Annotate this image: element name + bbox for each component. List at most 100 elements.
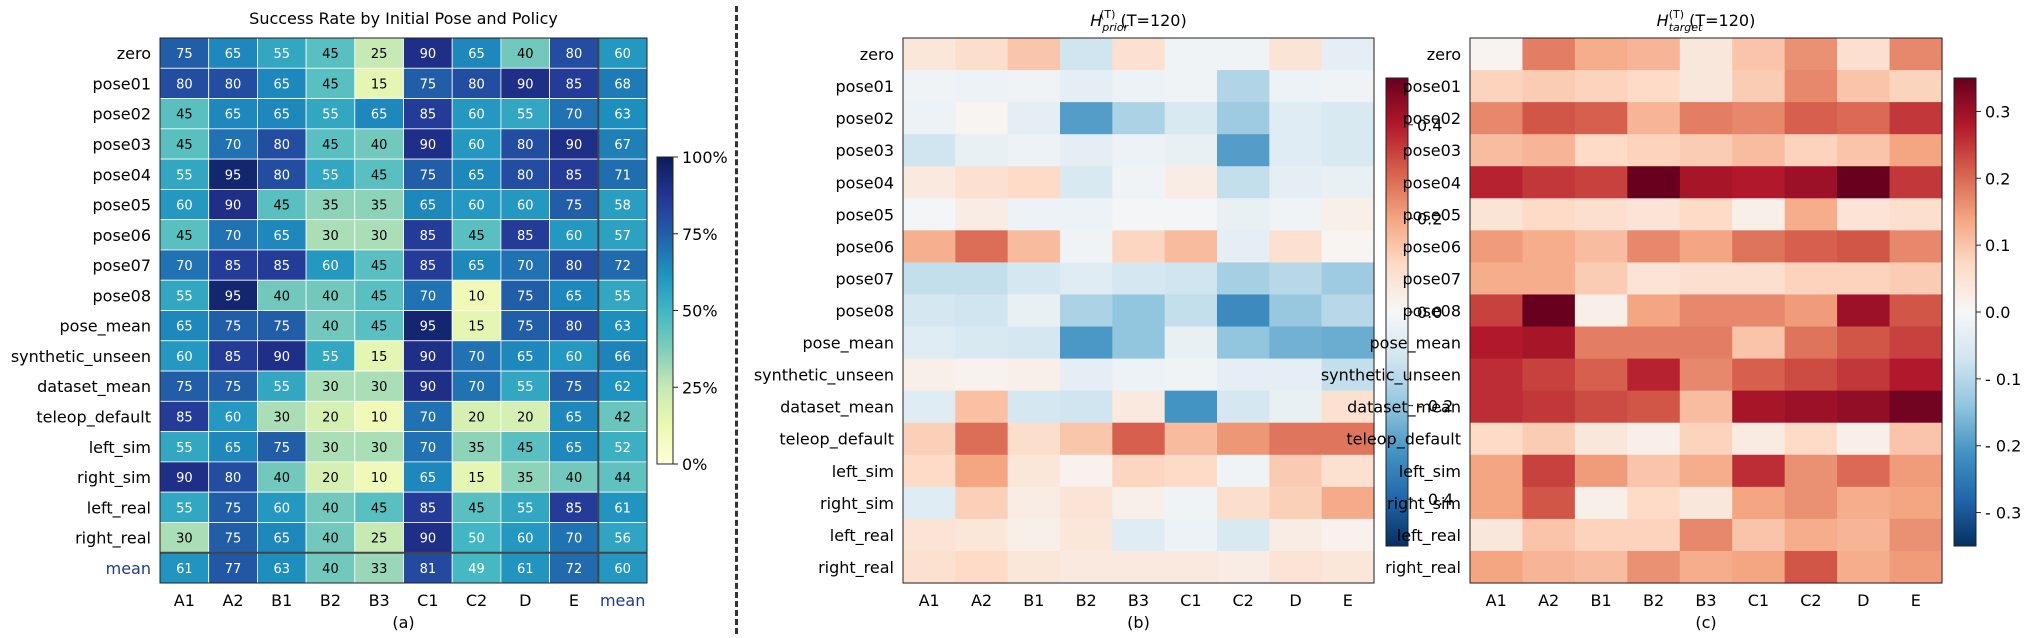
cell-value-label: 85 xyxy=(420,501,437,516)
x-tick-label-e: E xyxy=(569,591,579,610)
heatmap-3-cell-pose08-a1 xyxy=(1470,294,1524,328)
heatmap-1-cell-right-real-a2 xyxy=(208,522,258,554)
heatmap-3-cell-pose04-c1 xyxy=(1732,166,1786,199)
heatmap-2-cell-pose08-e xyxy=(1321,294,1375,328)
cell-value-label: 40 xyxy=(273,471,290,486)
heatmap-1-frame xyxy=(159,37,648,584)
cell-value-label: 90 xyxy=(420,350,437,365)
cell-value-label: 85 xyxy=(273,259,290,274)
heatmap-2-cell-right-sim-b1 xyxy=(1007,486,1061,520)
heatmap-2-cell-pose08-a2 xyxy=(955,294,1009,328)
heatmap-3-cell-pose-mean-a1 xyxy=(1470,326,1524,360)
cell-value-label: 80 xyxy=(225,471,242,486)
cell-value-label: 20 xyxy=(322,471,339,486)
heatmap-3-cell-teleop-default-b2 xyxy=(1627,422,1681,456)
cell-value-label: 81 xyxy=(420,562,437,577)
heatmap-2-cell-pose02-b1 xyxy=(1007,102,1061,135)
y-tick-label-teleop-default: teleop_default xyxy=(36,407,151,427)
title-superscript: (T) xyxy=(1100,8,1115,21)
cell-value-label: 40 xyxy=(517,47,534,62)
cell-value-label: 10 xyxy=(371,410,388,425)
cell-value-label: 62 xyxy=(614,380,631,395)
cell-value-label: 45 xyxy=(322,138,339,153)
cell-value-label: 65 xyxy=(273,229,290,244)
heatmap-2-cell-zero-c1 xyxy=(1164,38,1218,71)
cell-value-label: 70 xyxy=(420,410,437,425)
cell-value-label: 60 xyxy=(176,199,193,214)
heatmap-2-cell-pose02-d xyxy=(1269,102,1323,135)
cell-value-label: 40 xyxy=(322,320,339,335)
heatmap-2-cell-synthetic-unseen-a1 xyxy=(903,358,956,392)
cell-value-label: 55 xyxy=(176,168,193,183)
colorbar-tick-label: 75% xyxy=(682,225,718,244)
heatmap-3-cell-right-sim-a1 xyxy=(1470,486,1524,520)
cell-value-label: 55 xyxy=(517,380,534,395)
heatmap-2-cell-pose07-b1 xyxy=(1007,262,1061,296)
heatmap-3-cell-left-real-d xyxy=(1837,518,1891,552)
heatmap-3-cell-pose03-d xyxy=(1837,134,1891,167)
cell-value-label: 85 xyxy=(420,259,437,274)
heatmap-3-cell-pose04-b2 xyxy=(1627,166,1681,199)
cell-value-label: 55 xyxy=(614,289,631,304)
heatmap-2-cell-pose04-e xyxy=(1321,166,1375,199)
heatmap-1-cell-left-sim-d xyxy=(500,431,550,463)
heatmap-1-cell-pose05-d xyxy=(500,188,550,221)
cell-value-label: 67 xyxy=(614,138,631,153)
cell-value-label: 58 xyxy=(614,199,631,214)
heatmap-1-cell-pose03-a2 xyxy=(208,128,258,160)
cell-value-label: 45 xyxy=(322,77,339,92)
cell-value-label: 80 xyxy=(566,47,583,62)
heatmap-3-cell-zero-c1 xyxy=(1732,38,1786,71)
heatmap-3-cell-zero-d xyxy=(1837,38,1891,71)
y-tick-label-right-sim: right_sim xyxy=(1387,494,1461,514)
heatmap-2-cell-synthetic-unseen-b3 xyxy=(1112,358,1166,392)
y-tick-label-pose06: pose06 xyxy=(836,237,894,256)
heatmap-1-cell-synthetic-unseen-c2 xyxy=(451,340,502,372)
x-tick-label-e: E xyxy=(1911,591,1921,610)
y-tick-label-dataset-mean: dataset_mean xyxy=(37,377,151,397)
y-tick-label-pose01: pose01 xyxy=(1403,77,1461,96)
cell-value-label: 90 xyxy=(420,380,437,395)
y-tick-label-pose01: pose01 xyxy=(836,77,894,96)
cell-value-label: 70 xyxy=(468,380,485,395)
heatmap-2-cell-right-sim-c2 xyxy=(1217,486,1270,520)
heatmap-2-cell-pose-mean-c2 xyxy=(1217,326,1270,360)
cell-value-label: 45 xyxy=(371,289,388,304)
heatmap-1-cell-right-sim-b3 xyxy=(354,461,404,493)
heatmap-3-cell-pose04-b3 xyxy=(1679,166,1733,199)
heatmap-3-cell-left-real-e xyxy=(1889,518,1943,552)
y-tick-label-pose03: pose03 xyxy=(93,135,151,154)
cell-value-label: 80 xyxy=(517,138,534,153)
heatmap-3-cell-pose06-e xyxy=(1889,230,1943,264)
y-tick-label-right-sim: right_sim xyxy=(77,468,151,488)
heatmap-2-cell-pose05-c1 xyxy=(1164,198,1218,231)
cell-value-label: 70 xyxy=(517,259,534,274)
chart-title: Success Rate by Initial Pose and Policy xyxy=(249,9,558,28)
y-tick-label-pose08: pose08 xyxy=(836,302,894,321)
heatmap-1-cell-dataset-mean-a1 xyxy=(159,370,210,402)
title-superscript: (T) xyxy=(1669,8,1684,21)
cell-value-label: 66 xyxy=(614,350,631,365)
cell-value-label: 65 xyxy=(225,47,242,62)
y-tick-label-zero: zero xyxy=(860,45,894,64)
heatmap-2-cell-pose04-b2 xyxy=(1060,166,1113,199)
heatmap-1-cell-right-real-mean xyxy=(597,522,648,554)
panel-label: (b) xyxy=(1127,613,1150,632)
y-tick-label-pose05: pose05 xyxy=(93,196,151,215)
heatmap-2-cell-synthetic-unseen-e xyxy=(1321,358,1375,392)
colorbar-tick-label: 25% xyxy=(682,378,718,397)
title-suffix: (T=120) xyxy=(1115,11,1186,30)
heatmap-3-cell-pose07-a2 xyxy=(1522,262,1576,296)
heatmap-1-cell-pose07-b2 xyxy=(305,249,356,281)
heatmap-3-cell-zero-c2 xyxy=(1784,38,1838,71)
x-tick-label-b1: B1 xyxy=(271,591,292,610)
cell-value-label: 60 xyxy=(468,199,485,214)
cell-value-label: 80 xyxy=(176,77,193,92)
heatmap-2-cell-left-real-b2 xyxy=(1060,518,1113,552)
colorbar-tick-label: - 0.2 xyxy=(1985,437,2021,456)
heatmap-2-cell-pose02-e xyxy=(1321,102,1375,135)
heatmap-3-cell-pose05-e xyxy=(1889,198,1943,231)
heatmap-3-cell-pose02-a2 xyxy=(1522,102,1576,135)
heatmap-1-cell-pose02-c1 xyxy=(403,98,453,130)
